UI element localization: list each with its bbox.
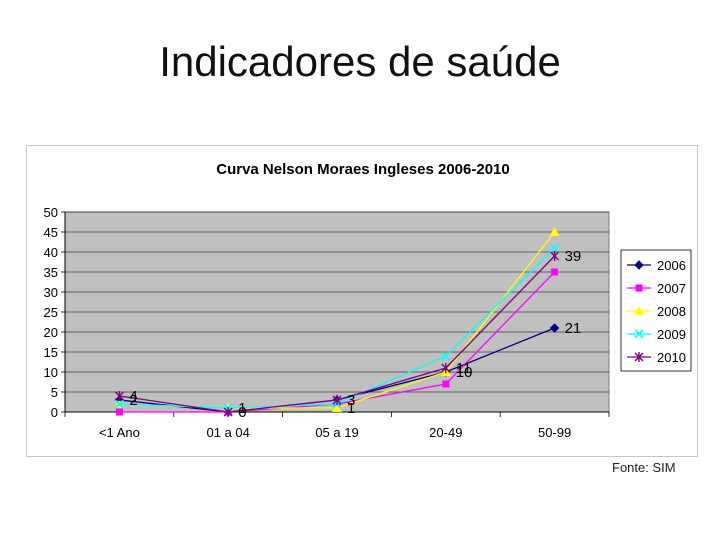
legend-label: 2010 (657, 350, 686, 365)
y-tick-label: 35 (44, 265, 58, 280)
marker-diamond (634, 260, 644, 270)
y-tick-label: 25 (44, 305, 58, 320)
data-label: 1 (238, 400, 246, 417)
marker-square (551, 268, 559, 276)
y-tick-label: 20 (44, 325, 58, 340)
marker-square (442, 380, 450, 388)
data-label: 2 (129, 392, 137, 409)
marker-x (441, 351, 451, 361)
legend-label: 2006 (657, 258, 686, 273)
marker-star (441, 363, 451, 373)
marker-square (115, 408, 123, 416)
marker-star (550, 251, 560, 261)
y-tick-label: 30 (44, 285, 58, 300)
legend-label: 2007 (657, 281, 686, 296)
y-tick-label: 0 (51, 405, 58, 420)
y-tick-label: 50 (44, 205, 58, 220)
marker-star (634, 352, 644, 362)
y-tick-label: 15 (44, 345, 58, 360)
marker-x (114, 399, 124, 409)
chart-frame: Curva Nelson Moraes Ingleses 2006-2010 0… (26, 145, 698, 457)
y-tick-label: 10 (44, 365, 58, 380)
marker-x (550, 243, 560, 253)
marker-triangle (634, 306, 644, 315)
data-label: 21 (565, 320, 582, 337)
y-tick-label: 45 (44, 225, 58, 240)
data-label: 3 (347, 392, 355, 409)
marker-triangle (549, 227, 560, 236)
marker-triangle (332, 403, 342, 412)
marker-star (114, 391, 124, 401)
series-2010 (114, 251, 560, 417)
line-chart: Curva Nelson Moraes Ingleses 2006-2010 0… (44, 161, 692, 440)
marker-star (332, 395, 342, 405)
data-label: 39 (565, 248, 582, 265)
x-tick-label: <1 Ano (99, 425, 140, 440)
marker-star (223, 407, 233, 417)
slide-title: Indicadores de saúde (159, 38, 561, 85)
y-tick-label: 40 (44, 245, 58, 260)
legend-item: 2010 (627, 350, 686, 365)
legend-label: 2008 (657, 304, 686, 319)
marker-square (635, 284, 643, 292)
data-label: 11 (456, 360, 472, 377)
data-label: 1 (347, 400, 355, 417)
x-tick-label: 20-49 (429, 425, 462, 440)
legend-item: 2009 (627, 327, 686, 342)
legend-label: 2009 (657, 327, 686, 342)
y-tick-label: 5 (51, 385, 58, 400)
chart-title: Curva Nelson Moraes Ingleses 2006-2010 (216, 161, 509, 178)
legend-item: 2008 (627, 304, 686, 319)
marker-diamond (549, 323, 560, 333)
marker-x (634, 329, 644, 339)
legend: 2006 2007 2008 2009 2010 (620, 249, 692, 372)
x-tick-label: 50-99 (538, 425, 571, 440)
source-note: Fonte: SIM (612, 460, 676, 475)
data-label: 4 (129, 388, 137, 405)
x-tick-label: 05 a 19 (315, 425, 358, 440)
data-label: 10 (456, 364, 473, 381)
data-label: 0 (238, 404, 246, 421)
x-tick-label: 01 a 04 (207, 425, 250, 440)
legend-item: 2007 (627, 281, 686, 296)
legend-item: 2006 (627, 258, 686, 273)
